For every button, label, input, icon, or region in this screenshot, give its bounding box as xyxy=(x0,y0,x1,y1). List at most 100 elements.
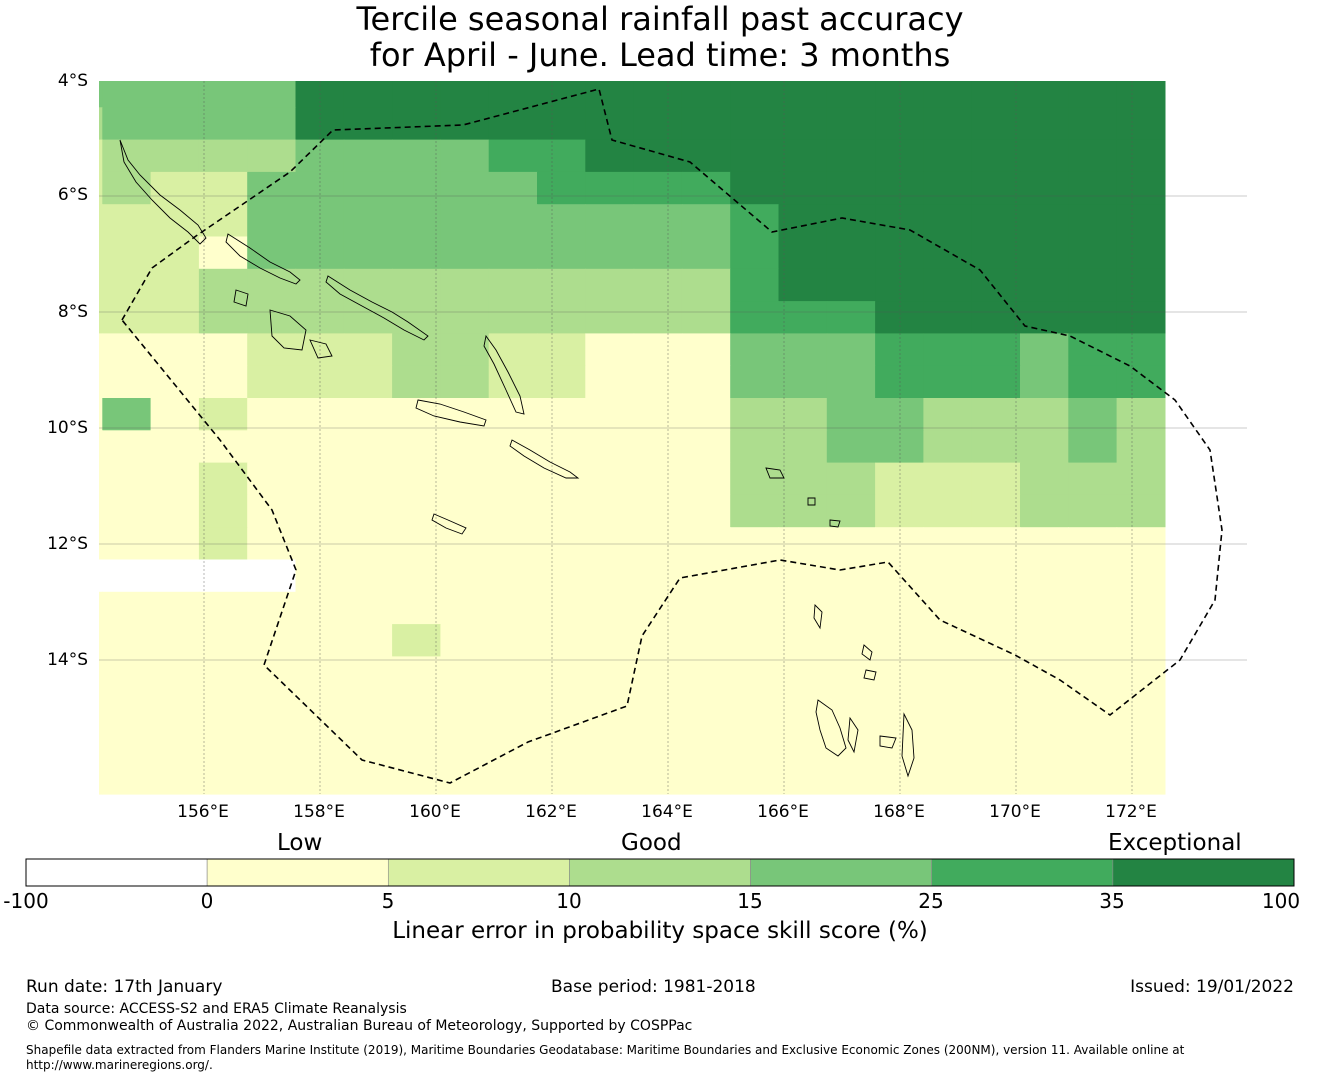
skill-cell xyxy=(826,688,876,722)
skill-cell xyxy=(99,721,103,754)
skill-cell xyxy=(633,107,683,141)
skill-cell xyxy=(730,139,780,173)
skill-cell xyxy=(826,268,876,302)
skill-cell xyxy=(488,236,538,270)
skill-cell xyxy=(392,721,441,754)
skill-cell xyxy=(875,236,924,270)
skill-cell xyxy=(102,430,152,464)
colorbar-tick: 35 xyxy=(1099,889,1125,913)
skill-cell xyxy=(150,268,200,302)
skill-cell xyxy=(488,398,538,431)
skill-cell xyxy=(488,107,538,141)
skill-cell xyxy=(150,204,200,238)
skill-cell xyxy=(198,721,248,754)
skill-cell xyxy=(440,721,490,754)
skill-cell xyxy=(102,268,152,302)
skill-cell xyxy=(392,591,441,625)
skill-cell xyxy=(778,430,828,464)
base-period: Base period: 1981-2018 xyxy=(551,977,756,997)
skill-cell xyxy=(198,107,248,141)
skill-cell xyxy=(875,462,924,496)
skill-cell xyxy=(537,430,586,464)
skill-cell xyxy=(392,398,441,431)
skill-cell xyxy=(1020,527,1069,561)
skill-cell xyxy=(778,139,828,173)
skill-cell xyxy=(1116,301,1166,334)
skill-cell xyxy=(1116,81,1166,108)
skill-cell xyxy=(923,462,973,496)
skill-cell xyxy=(633,785,683,795)
lon-label-170e: 170°E xyxy=(989,802,1041,822)
skill-cell xyxy=(488,688,538,722)
skill-cell xyxy=(198,753,248,787)
skill-cell xyxy=(392,656,441,690)
skill-cell xyxy=(440,688,490,722)
skill-cell xyxy=(778,785,828,795)
skill-cell xyxy=(1068,268,1118,302)
colorbar-title: Linear error in probability space skill … xyxy=(392,918,928,944)
skill-cell xyxy=(875,527,924,561)
skill-cell xyxy=(440,139,490,173)
island-outline xyxy=(233,289,249,307)
skill-cell xyxy=(537,656,586,690)
lat-label-12s: 12°S xyxy=(47,534,88,554)
skill-cell xyxy=(778,301,828,334)
skill-cell xyxy=(633,171,683,205)
skill-cell xyxy=(1068,494,1118,528)
skill-cell xyxy=(875,301,924,334)
skill-cell xyxy=(730,656,780,690)
island-outline xyxy=(847,716,859,754)
skill-cell xyxy=(343,333,393,367)
skill-cell xyxy=(778,753,828,787)
skill-cell xyxy=(392,494,441,528)
skill-cell xyxy=(102,301,152,334)
skill-cell xyxy=(971,559,1021,593)
skill-cell xyxy=(537,204,586,238)
skill-cell xyxy=(1020,333,1069,367)
skill-cell xyxy=(778,204,828,238)
skill-cell xyxy=(247,139,297,173)
skill-cell xyxy=(99,785,103,795)
skill-cell xyxy=(826,171,876,205)
skill-cell xyxy=(1116,398,1166,431)
colorbar-segment xyxy=(206,858,389,887)
skill-cell xyxy=(1116,624,1166,657)
skill-cell xyxy=(198,139,248,173)
skill-cell xyxy=(1020,81,1069,108)
graticule-lines xyxy=(99,81,1247,794)
skill-cell xyxy=(633,333,683,367)
lat-label-14s: 14°S xyxy=(47,650,88,670)
skill-cell xyxy=(633,204,683,238)
skill-cell xyxy=(875,365,924,399)
skill-cell xyxy=(295,527,345,561)
skill-cell xyxy=(537,236,586,270)
skill-cell xyxy=(681,785,731,795)
skill-cell xyxy=(537,171,586,205)
skill-cell xyxy=(247,171,297,205)
skill-cell xyxy=(923,656,973,690)
skill-cell xyxy=(585,204,635,238)
shapefile-credit-line-2: http://www.marineregions.org/. xyxy=(26,1058,213,1072)
skill-cell xyxy=(778,398,828,431)
skill-cell xyxy=(99,333,103,367)
skill-cell xyxy=(488,753,538,787)
skill-cell xyxy=(778,721,828,754)
skill-cell xyxy=(99,624,103,657)
island-outline xyxy=(861,644,873,661)
skill-cell xyxy=(1116,462,1166,496)
skill-cell xyxy=(198,785,248,795)
skill-cell xyxy=(633,301,683,334)
copyright: © Commonwealth of Australia 2022, Austra… xyxy=(26,1018,693,1034)
skill-cell xyxy=(537,494,586,528)
island-outline xyxy=(901,712,915,778)
skill-cell xyxy=(102,527,152,561)
skill-cell xyxy=(392,268,441,302)
lon-label-162e: 162°E xyxy=(525,802,577,822)
skill-cell xyxy=(343,591,393,625)
skill-cell xyxy=(537,333,586,367)
skill-cell xyxy=(99,301,103,334)
skill-cell xyxy=(730,624,780,657)
skill-cell xyxy=(102,785,152,795)
skill-cell xyxy=(585,107,635,141)
skill-cell xyxy=(440,301,490,334)
